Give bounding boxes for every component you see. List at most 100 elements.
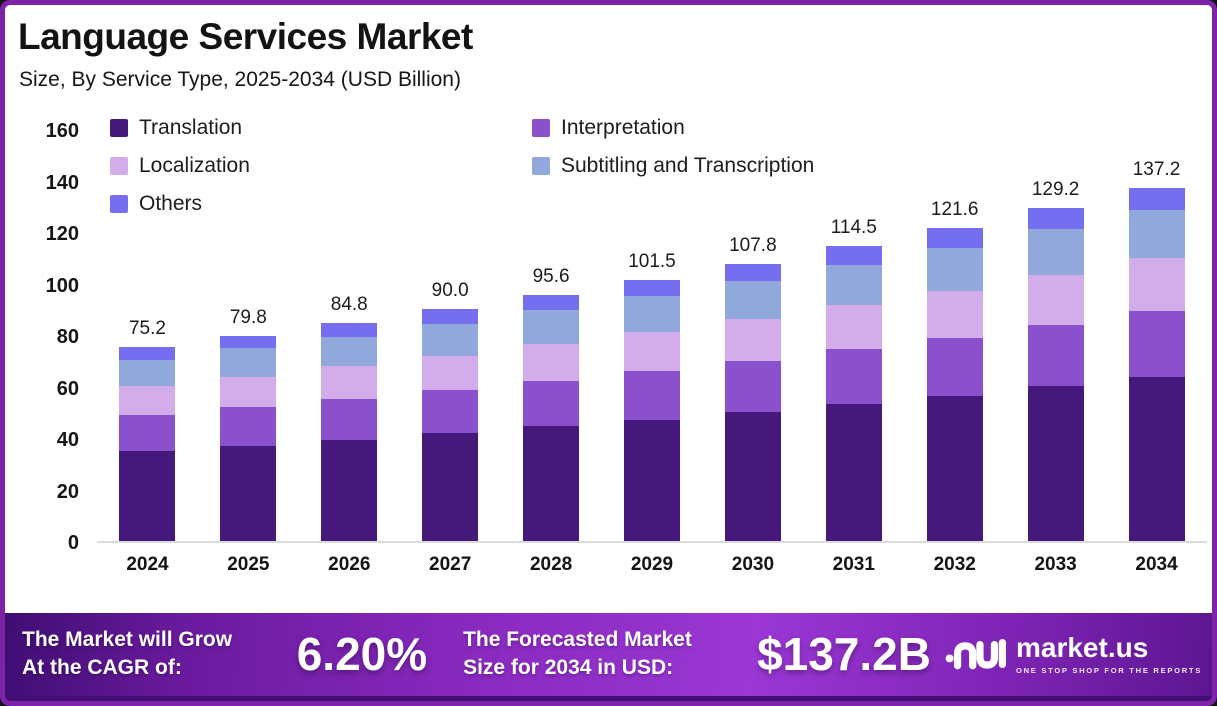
bar-column-2030: 107.8 bbox=[702, 131, 803, 541]
legend-label-localization: Localization bbox=[139, 154, 250, 177]
bar-2024 bbox=[119, 347, 176, 541]
bar-segment-subtitling-and-transcription bbox=[220, 348, 277, 377]
bar-segment-localization bbox=[623, 332, 680, 372]
bars-container: 75.2 79.8 84.8 90.0 95.6 101.5 107.8 114.5 121.6… bbox=[97, 131, 1207, 541]
bar-segment-interpretation bbox=[926, 337, 983, 396]
y-axis: 0 20 40 60 80 100 120 140 160 bbox=[15, 120, 79, 554]
bar-segment-translation bbox=[926, 395, 983, 541]
y-tick-140: 140 bbox=[45, 171, 79, 194]
bar-segment-translation bbox=[1128, 376, 1185, 541]
bar-segment-subtitling-and-transcription bbox=[724, 281, 781, 320]
bar-segment-localization bbox=[422, 355, 479, 391]
bar-segment-interpretation bbox=[1027, 324, 1084, 387]
bar-segment-others bbox=[926, 227, 983, 248]
bar-segment-localization bbox=[825, 305, 882, 350]
x-tick-2026: 2026 bbox=[328, 554, 371, 575]
bar-column-2029: 101.5 bbox=[602, 131, 703, 541]
bar-segment-others bbox=[220, 335, 277, 349]
footer-banner: The Market will Grow At the CAGR of: 6.2… bbox=[5, 613, 1212, 701]
legend-label-others: Others bbox=[139, 192, 203, 215]
page-subtitle: Size, By Service Type, 2025-2034 (USD Bi… bbox=[19, 68, 461, 91]
legend-column-2: Interpretation Subtitling and Transcripti… bbox=[532, 116, 814, 178]
bar-segment-translation bbox=[422, 433, 479, 541]
bar-total-label-2034: 137.2 bbox=[1132, 158, 1181, 180]
legend-item-subtitling-and-transcription: Subtitling and Transcription bbox=[532, 154, 814, 178]
forecast-value: $137.2B bbox=[757, 628, 931, 680]
bar-segment-subtitling-and-transcription bbox=[523, 310, 580, 345]
bar-segment-subtitling-and-transcription bbox=[926, 247, 983, 291]
bar-segment-localization bbox=[523, 344, 580, 381]
bar-2028 bbox=[523, 294, 580, 541]
bar-segment-interpretation bbox=[422, 390, 479, 434]
bar-2031 bbox=[825, 246, 882, 541]
bar-2026 bbox=[321, 322, 378, 541]
bar-total-label-2028: 95.6 bbox=[532, 265, 570, 287]
bar-segment-subtitling-and-transcription bbox=[119, 359, 176, 387]
bar-2033 bbox=[1027, 208, 1084, 541]
bar-segment-others bbox=[825, 246, 882, 265]
y-tick-80: 80 bbox=[56, 326, 79, 348]
bar-total-label-2033: 129.2 bbox=[1031, 179, 1080, 201]
legend-swatch-subtitling-and-transcription bbox=[532, 157, 550, 175]
y-tick-100: 100 bbox=[45, 274, 79, 297]
legend-label-interpretation: Interpretation bbox=[561, 116, 685, 139]
bar-segment-others bbox=[1128, 187, 1185, 210]
bar-column-2025: 79.8 bbox=[198, 131, 299, 541]
bar-segment-interpretation bbox=[825, 349, 882, 404]
bar-total-label-2029: 101.5 bbox=[628, 250, 676, 272]
legend-label-translation: Translation bbox=[139, 116, 243, 139]
x-tick-2029: 2029 bbox=[630, 554, 674, 575]
bar-column-2027: 90.0 bbox=[400, 131, 501, 541]
bar-column-2033: 129.2 bbox=[1005, 131, 1106, 541]
bar-segment-others bbox=[523, 294, 580, 311]
bar-segment-interpretation bbox=[1128, 311, 1185, 377]
x-tick-2025: 2025 bbox=[227, 554, 270, 575]
market-us-icon bbox=[945, 638, 1006, 669]
page-title: Language Services Market bbox=[18, 16, 473, 57]
bar-segment-subtitling-and-transcription bbox=[1027, 229, 1084, 275]
bar-column-2024: 75.2 bbox=[97, 131, 198, 541]
bar-column-2032: 121.6 bbox=[904, 131, 1005, 541]
bar-2025 bbox=[220, 335, 277, 541]
bar-segment-interpretation bbox=[623, 371, 680, 420]
forecast-label-line2: Size for 2034 in USD: bbox=[463, 656, 674, 679]
bar-segment-localization bbox=[926, 290, 983, 338]
bar-segment-others bbox=[1027, 208, 1084, 230]
y-tick-160: 160 bbox=[45, 120, 79, 142]
bar-segment-others bbox=[724, 263, 781, 282]
bar-2032 bbox=[926, 227, 983, 541]
bar-total-label-2032: 121.6 bbox=[930, 198, 979, 220]
bar-segment-others bbox=[321, 322, 378, 337]
x-tick-2030: 2030 bbox=[731, 554, 775, 575]
y-tick-0: 0 bbox=[67, 532, 79, 554]
bar-segment-localization bbox=[1128, 258, 1185, 312]
bar-segment-translation bbox=[1027, 386, 1084, 541]
legend-swatch-others bbox=[110, 195, 128, 213]
x-tick-2024: 2024 bbox=[126, 554, 169, 575]
legend-item-localization: Localization bbox=[110, 154, 250, 178]
x-tick-2028: 2028 bbox=[529, 554, 573, 575]
x-tick-2033: 2033 bbox=[1034, 554, 1077, 575]
bar-segment-subtitling-and-transcription bbox=[422, 323, 479, 356]
brand-tagline: ONE STOP SHOP FOR THE REPORTS bbox=[1015, 665, 1202, 675]
legend-item-interpretation: Interpretation bbox=[532, 116, 814, 140]
bar-segment-others bbox=[119, 347, 176, 360]
bar-segment-interpretation bbox=[523, 380, 580, 427]
bar-column-2034: 137.2 bbox=[1106, 131, 1207, 541]
bar-total-label-2025: 79.8 bbox=[229, 306, 267, 328]
brand-logo: market.us ONE STOP SHOP FOR THE REPORTS bbox=[945, 633, 1202, 675]
legend-swatch-translation bbox=[110, 119, 128, 137]
legend-label-subtitling-and-transcription: Subtitling and Transcription bbox=[561, 154, 815, 177]
legend-item-translation: Translation bbox=[110, 116, 250, 140]
y-tick-40: 40 bbox=[56, 429, 79, 451]
x-tick-2034: 2034 bbox=[1135, 554, 1178, 575]
bar-segment-subtitling-and-transcription bbox=[623, 296, 680, 333]
bar-segment-interpretation bbox=[321, 399, 378, 440]
cagr-label-line1: The Market will Grow bbox=[22, 628, 233, 652]
cagr-label: The Market will Grow At the CAGR of: bbox=[22, 626, 281, 681]
bar-segment-others bbox=[422, 309, 479, 324]
bar-segment-translation bbox=[623, 419, 680, 541]
bar-total-label-2030: 107.8 bbox=[729, 234, 777, 256]
legend-swatch-interpretation bbox=[532, 119, 550, 137]
